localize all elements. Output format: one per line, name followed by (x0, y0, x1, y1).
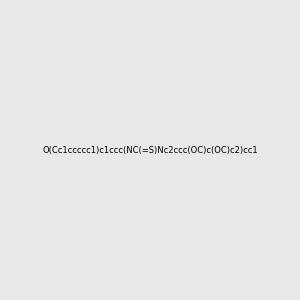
Text: O(Cc1ccccc1)c1ccc(NC(=S)Nc2ccc(OC)c(OC)c2)cc1: O(Cc1ccccc1)c1ccc(NC(=S)Nc2ccc(OC)c(OC)c… (42, 146, 258, 154)
